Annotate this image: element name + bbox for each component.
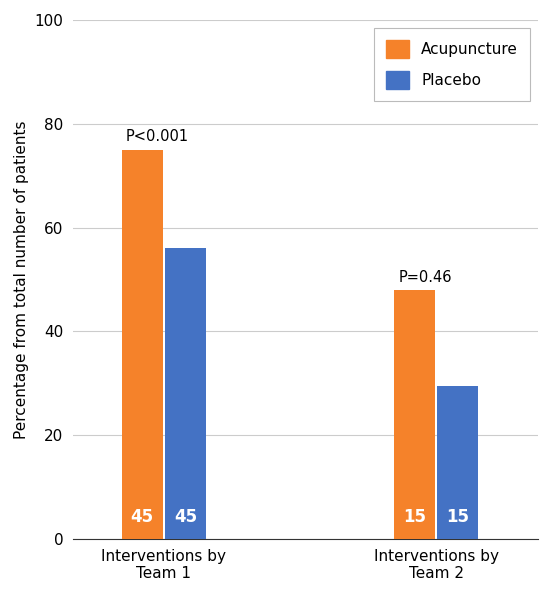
Text: 45: 45 (131, 508, 154, 526)
Text: 15: 15 (446, 508, 469, 526)
Bar (437, 386, 478, 539)
Bar (394, 290, 435, 539)
Text: 15: 15 (403, 508, 426, 526)
Legend: Acupuncture, Placebo: Acupuncture, Placebo (374, 27, 530, 102)
Text: 45: 45 (174, 508, 197, 526)
Text: P=0.46: P=0.46 (398, 270, 452, 284)
Bar (165, 248, 206, 539)
Bar (122, 150, 163, 539)
Text: P<0.001: P<0.001 (126, 130, 189, 145)
Y-axis label: Percentage from total number of patients: Percentage from total number of patients (14, 120, 29, 439)
